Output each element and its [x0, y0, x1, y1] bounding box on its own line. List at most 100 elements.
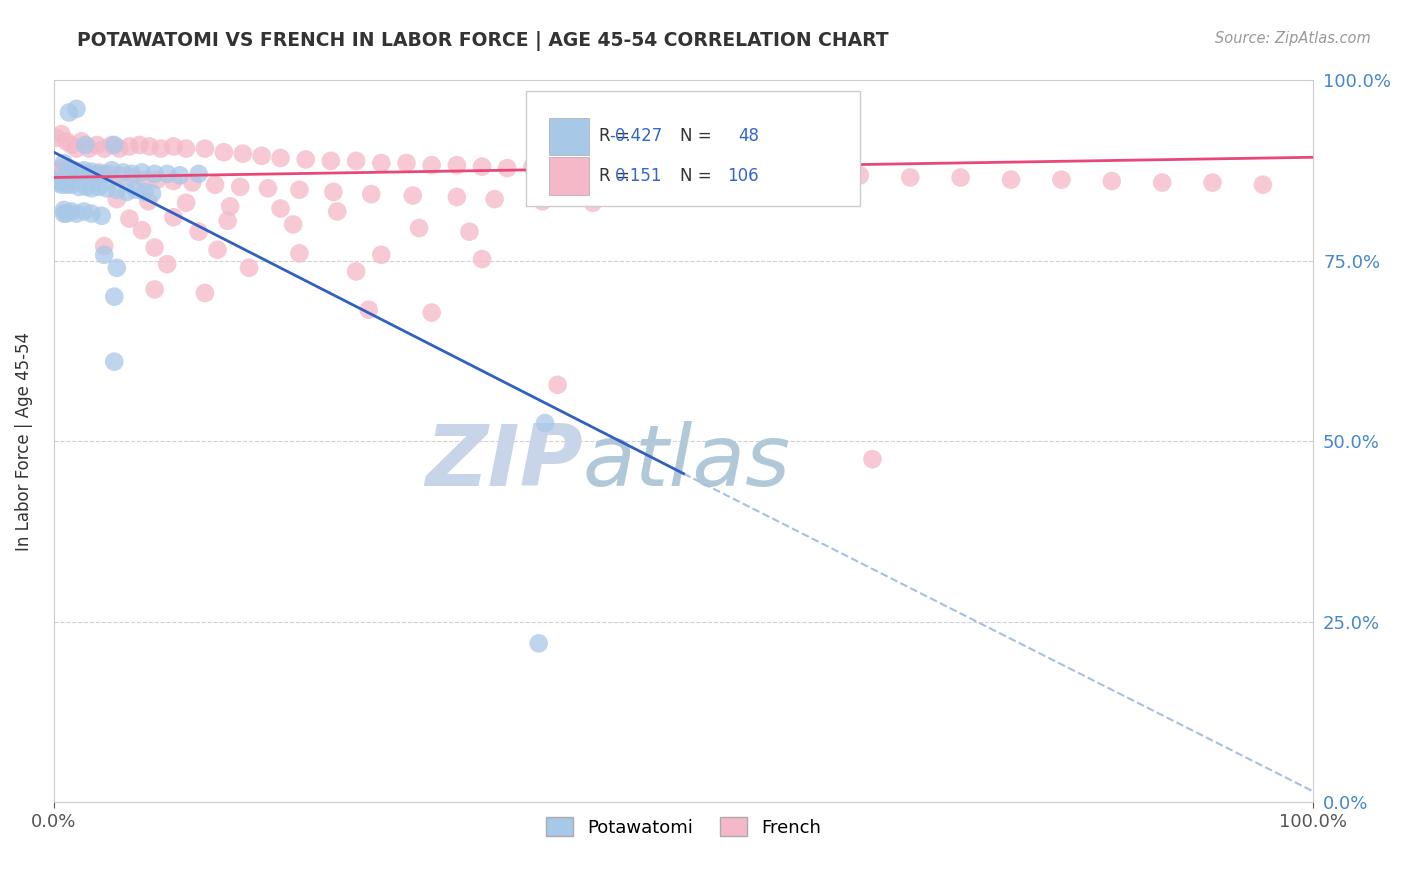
Point: [45, 163, 67, 178]
Point: [51, 161, 73, 175]
Point: [174, 142, 197, 156]
Text: atlas: atlas: [583, 421, 790, 504]
Point: [1152, 176, 1174, 190]
Point: [45, 172, 67, 186]
Point: [51, 178, 73, 192]
Point: [89, 167, 111, 181]
Point: [187, 167, 209, 181]
Point: [121, 170, 143, 185]
Point: [65, 206, 87, 220]
Point: [55, 178, 77, 192]
Point: [217, 214, 239, 228]
Text: N =: N =: [679, 167, 711, 185]
Point: [360, 187, 382, 202]
Point: [547, 161, 569, 175]
Point: [73, 204, 96, 219]
Point: [370, 248, 392, 262]
Point: [849, 169, 872, 183]
Point: [344, 153, 367, 168]
Point: [522, 160, 544, 174]
Point: [65, 142, 87, 156]
FancyBboxPatch shape: [548, 157, 589, 194]
Point: [357, 302, 380, 317]
Point: [1251, 178, 1274, 192]
Point: [288, 246, 311, 260]
Point: [1050, 172, 1073, 186]
Point: [100, 163, 122, 178]
Point: [134, 172, 156, 186]
Point: [125, 183, 148, 197]
Point: [446, 190, 468, 204]
Point: [1101, 174, 1123, 188]
Y-axis label: In Labor Force | Age 45-54: In Labor Force | Age 45-54: [15, 332, 32, 550]
Point: [194, 286, 217, 301]
Text: 106: 106: [727, 167, 759, 185]
Text: 48: 48: [738, 128, 759, 145]
Point: [48, 176, 70, 190]
Point: [621, 163, 644, 178]
Point: [162, 211, 184, 225]
Text: -0.427: -0.427: [609, 128, 662, 145]
Text: R =: R =: [599, 167, 630, 185]
Point: [257, 181, 280, 195]
Point: [112, 165, 135, 179]
Text: ZIP: ZIP: [425, 421, 583, 504]
Point: [294, 153, 316, 167]
Point: [458, 225, 481, 239]
Point: [582, 195, 605, 210]
Point: [80, 165, 103, 179]
Point: [534, 416, 557, 430]
Point: [270, 202, 292, 216]
Point: [108, 142, 131, 156]
Point: [531, 194, 554, 209]
Point: [326, 204, 349, 219]
Point: [105, 192, 128, 206]
Point: [169, 169, 191, 183]
Point: [238, 260, 260, 275]
Point: [77, 167, 100, 181]
Point: [80, 181, 103, 195]
Point: [212, 145, 235, 160]
Point: [121, 167, 143, 181]
Point: [93, 142, 115, 156]
Point: [60, 204, 83, 219]
Point: [748, 167, 770, 181]
Point: [60, 138, 83, 153]
Point: [281, 218, 304, 232]
Point: [55, 206, 77, 220]
Point: [93, 248, 115, 262]
Point: [723, 167, 745, 181]
Text: R =: R =: [599, 128, 630, 145]
Point: [143, 282, 166, 296]
Point: [143, 241, 166, 255]
Text: N =: N =: [679, 128, 711, 145]
Point: [174, 195, 197, 210]
Point: [103, 138, 125, 153]
Point: [52, 202, 75, 217]
FancyBboxPatch shape: [526, 91, 860, 206]
Point: [128, 138, 150, 153]
Point: [131, 165, 153, 179]
Point: [949, 170, 972, 185]
Point: [118, 139, 141, 153]
Point: [75, 138, 97, 153]
Point: [118, 211, 141, 226]
Point: [484, 192, 506, 206]
Point: [204, 178, 226, 192]
Point: [105, 183, 128, 197]
Point: [60, 178, 83, 192]
Point: [1201, 176, 1223, 190]
Point: [898, 170, 921, 185]
Point: [89, 180, 111, 194]
Point: [547, 377, 569, 392]
Point: [207, 243, 229, 257]
Point: [408, 221, 430, 235]
Point: [134, 185, 156, 199]
FancyBboxPatch shape: [548, 118, 589, 155]
Text: 0.151: 0.151: [614, 167, 662, 185]
Text: Source: ZipAtlas.com: Source: ZipAtlas.com: [1215, 31, 1371, 46]
Point: [90, 209, 112, 223]
Point: [156, 167, 179, 181]
Point: [55, 165, 77, 179]
Point: [138, 139, 160, 153]
